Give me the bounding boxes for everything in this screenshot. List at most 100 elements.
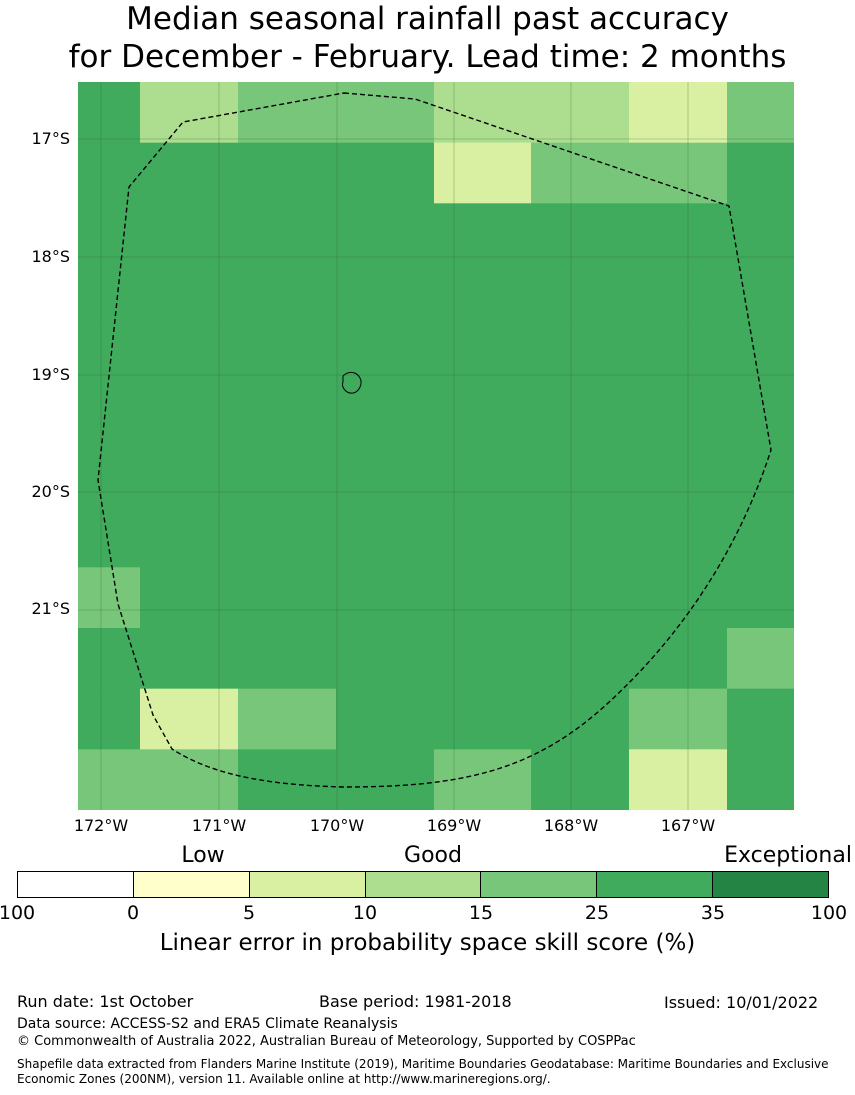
grid-cell <box>78 203 140 265</box>
grid-cell <box>434 446 531 508</box>
grid-cell <box>531 324 629 386</box>
grid-cell <box>78 446 140 508</box>
grid-cell <box>629 446 727 508</box>
grid-cell <box>434 506 531 568</box>
colorbar-segment <box>18 872 134 897</box>
colorbar-tick: 100 <box>810 902 848 924</box>
grid-cell <box>336 385 434 447</box>
lat-label: 17°S <box>31 129 70 148</box>
graticule <box>78 82 794 810</box>
lon-label: 168°W <box>543 816 599 835</box>
grid-cell <box>238 688 336 750</box>
grid-cell <box>727 567 794 629</box>
grid-cell <box>140 324 238 386</box>
grid-cell <box>336 688 434 750</box>
grid-cell <box>336 142 434 204</box>
legend-category-low: Low <box>181 843 225 868</box>
grid-cell <box>531 385 629 447</box>
grid-cell <box>140 142 238 204</box>
grid-cell <box>238 628 336 690</box>
grid-cell <box>78 688 140 750</box>
grid-cell <box>727 688 794 750</box>
colorbar-tick: 25 <box>584 902 610 924</box>
grid-cell <box>140 385 238 447</box>
title-line-1: Median seasonal rainfall past accuracy <box>126 1 729 37</box>
map-panel <box>78 82 794 811</box>
grid-cell <box>531 446 629 508</box>
grid-cell <box>727 264 794 326</box>
grid-cell <box>140 446 238 508</box>
grid-cell <box>140 749 238 811</box>
grid-cell <box>238 82 336 144</box>
grid-cell <box>727 749 794 811</box>
skill-map <box>78 82 794 811</box>
grid-cell <box>531 506 629 568</box>
grid-cell <box>727 82 794 144</box>
colorbar-tick: 5 <box>242 902 256 924</box>
lon-label: 169°W <box>426 816 482 835</box>
grid-cell <box>78 506 140 568</box>
colorbar-segment <box>713 872 829 897</box>
grid-cell <box>434 628 531 690</box>
title-line-2: for December - February. Lead time: 2 mo… <box>68 39 787 75</box>
grid-cell <box>336 324 434 386</box>
lat-label: 20°S <box>31 482 70 501</box>
grid-cell <box>434 385 531 447</box>
grid-cell <box>727 446 794 508</box>
shapefile-credit: Shapefile data extracted from Flanders M… <box>17 1057 829 1086</box>
grid-cell <box>629 142 727 204</box>
grid-cell <box>238 203 336 265</box>
grid-cell <box>140 264 238 326</box>
grid-cell <box>629 567 727 629</box>
grid-cell <box>78 142 140 204</box>
grid-cell <box>140 688 238 750</box>
grid-cell <box>629 82 727 144</box>
grid-cell <box>727 324 794 386</box>
grid-cell <box>531 628 629 690</box>
grid-cell <box>140 82 238 144</box>
eez-boundary <box>97 92 772 788</box>
grid-cell <box>78 749 140 811</box>
grid-cell <box>727 385 794 447</box>
colorbar <box>17 871 829 898</box>
grid-cell <box>336 203 434 265</box>
grid-cell <box>727 142 794 204</box>
grid-cell <box>531 749 629 811</box>
grid-cell <box>629 203 727 265</box>
base-period: Base period: 1981-2018 <box>319 992 512 1011</box>
grid-cell <box>336 264 434 326</box>
colorbar-segment <box>249 872 366 897</box>
grid-cell <box>238 446 336 508</box>
niue-island-outline <box>342 371 362 394</box>
grid-cell <box>238 324 336 386</box>
grid-cell <box>629 688 727 750</box>
lat-label: 19°S <box>31 365 70 384</box>
grid-cell <box>78 385 140 447</box>
grid-cell <box>727 203 794 265</box>
grid-cell <box>727 628 794 690</box>
grid-cell <box>629 506 727 568</box>
grid-cell <box>531 567 629 629</box>
colorbar-label: Linear error in probability space skill … <box>159 930 696 956</box>
grid-cell <box>238 385 336 447</box>
colorbar-tick: 0 <box>126 902 140 924</box>
grid-cell <box>531 203 629 265</box>
lon-label: 171°W <box>191 816 247 835</box>
issued-date: Issued: 10/01/2022 <box>664 993 819 1012</box>
grid-cell <box>140 567 238 629</box>
lat-label: 21°S <box>31 599 70 618</box>
legend-category-good: Good <box>404 843 462 868</box>
colorbar-segment <box>365 872 482 897</box>
colorbar-segment <box>481 872 598 897</box>
grid-cell <box>336 749 434 811</box>
grid-cell <box>140 203 238 265</box>
grid-cell <box>238 142 336 204</box>
grid-cell <box>727 506 794 568</box>
grid-cell <box>434 324 531 386</box>
grid-cell <box>336 628 434 690</box>
grid-cell <box>629 385 727 447</box>
grid-cell <box>531 82 629 144</box>
colorbar-tick: 35 <box>700 902 726 924</box>
grid-cell <box>78 567 140 629</box>
grid-cell <box>238 567 336 629</box>
